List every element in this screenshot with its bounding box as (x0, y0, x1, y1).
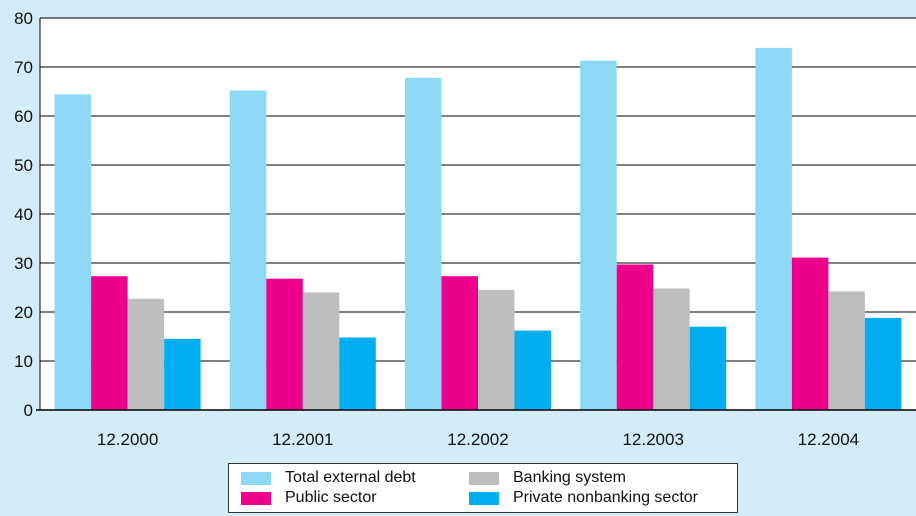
y-tick-label: 50 (14, 156, 33, 175)
x-category-label: 12.2001 (272, 430, 333, 449)
bar (229, 90, 267, 410)
bar (514, 330, 551, 410)
bar (339, 337, 376, 410)
y-axis-ticks: 0 10 20 30 40 50 60 70 80 (14, 9, 33, 420)
bar (164, 338, 201, 410)
x-category-label: 12.2000 (97, 430, 158, 449)
bar (828, 291, 865, 410)
y-tick-label: 40 (14, 205, 33, 224)
bar (755, 47, 792, 411)
legend-label: Banking system (513, 469, 626, 486)
bar (54, 94, 92, 411)
y-tick-label: 30 (14, 254, 33, 273)
x-category-label: 12.2003 (622, 430, 683, 449)
legend-label: Total external debt (285, 469, 416, 486)
bar (616, 264, 654, 410)
legend-label: Private nonbanking sector (513, 489, 698, 506)
legend-item-public-sector: Public sector (241, 488, 377, 508)
bar (441, 276, 478, 410)
y-tick-label: 0 (24, 401, 33, 420)
bar (405, 77, 442, 411)
bar (302, 292, 340, 410)
legend-label: Public sector (285, 489, 377, 506)
bar (580, 60, 617, 410)
y-tick-label: 60 (14, 107, 33, 126)
bar (127, 298, 165, 410)
y-tick-label: 80 (14, 9, 33, 28)
x-axis-labels: 12.2000 12.2001 12.2002 12.2003 12.2004 (97, 430, 859, 449)
bar (791, 257, 829, 410)
x-category-label: 12.2002 (447, 430, 508, 449)
legend-item-private-nonbanking-sector: Private nonbanking sector (469, 488, 698, 508)
legend-item-banking-system: Banking system (469, 468, 626, 488)
legend: Total external debt Public sector Bankin… (228, 463, 738, 513)
bar (266, 278, 303, 410)
bar (864, 317, 902, 410)
legend-swatch-public-sector (241, 491, 271, 505)
bar (478, 289, 515, 410)
bar (91, 276, 128, 410)
legend-swatch-total-external-debt (241, 471, 271, 485)
legend-swatch-banking-system (469, 471, 499, 485)
legend-item-total-external-debt: Total external debt (241, 468, 416, 488)
legend-swatch-private-nonbanking-sector (469, 491, 499, 505)
y-tick-label: 10 (14, 352, 33, 371)
bar (653, 288, 690, 410)
y-tick-label: 70 (14, 58, 33, 77)
bar (689, 326, 727, 410)
y-tick-label: 20 (14, 303, 33, 322)
bars (54, 47, 902, 411)
x-category-label: 12.2004 (798, 430, 859, 449)
